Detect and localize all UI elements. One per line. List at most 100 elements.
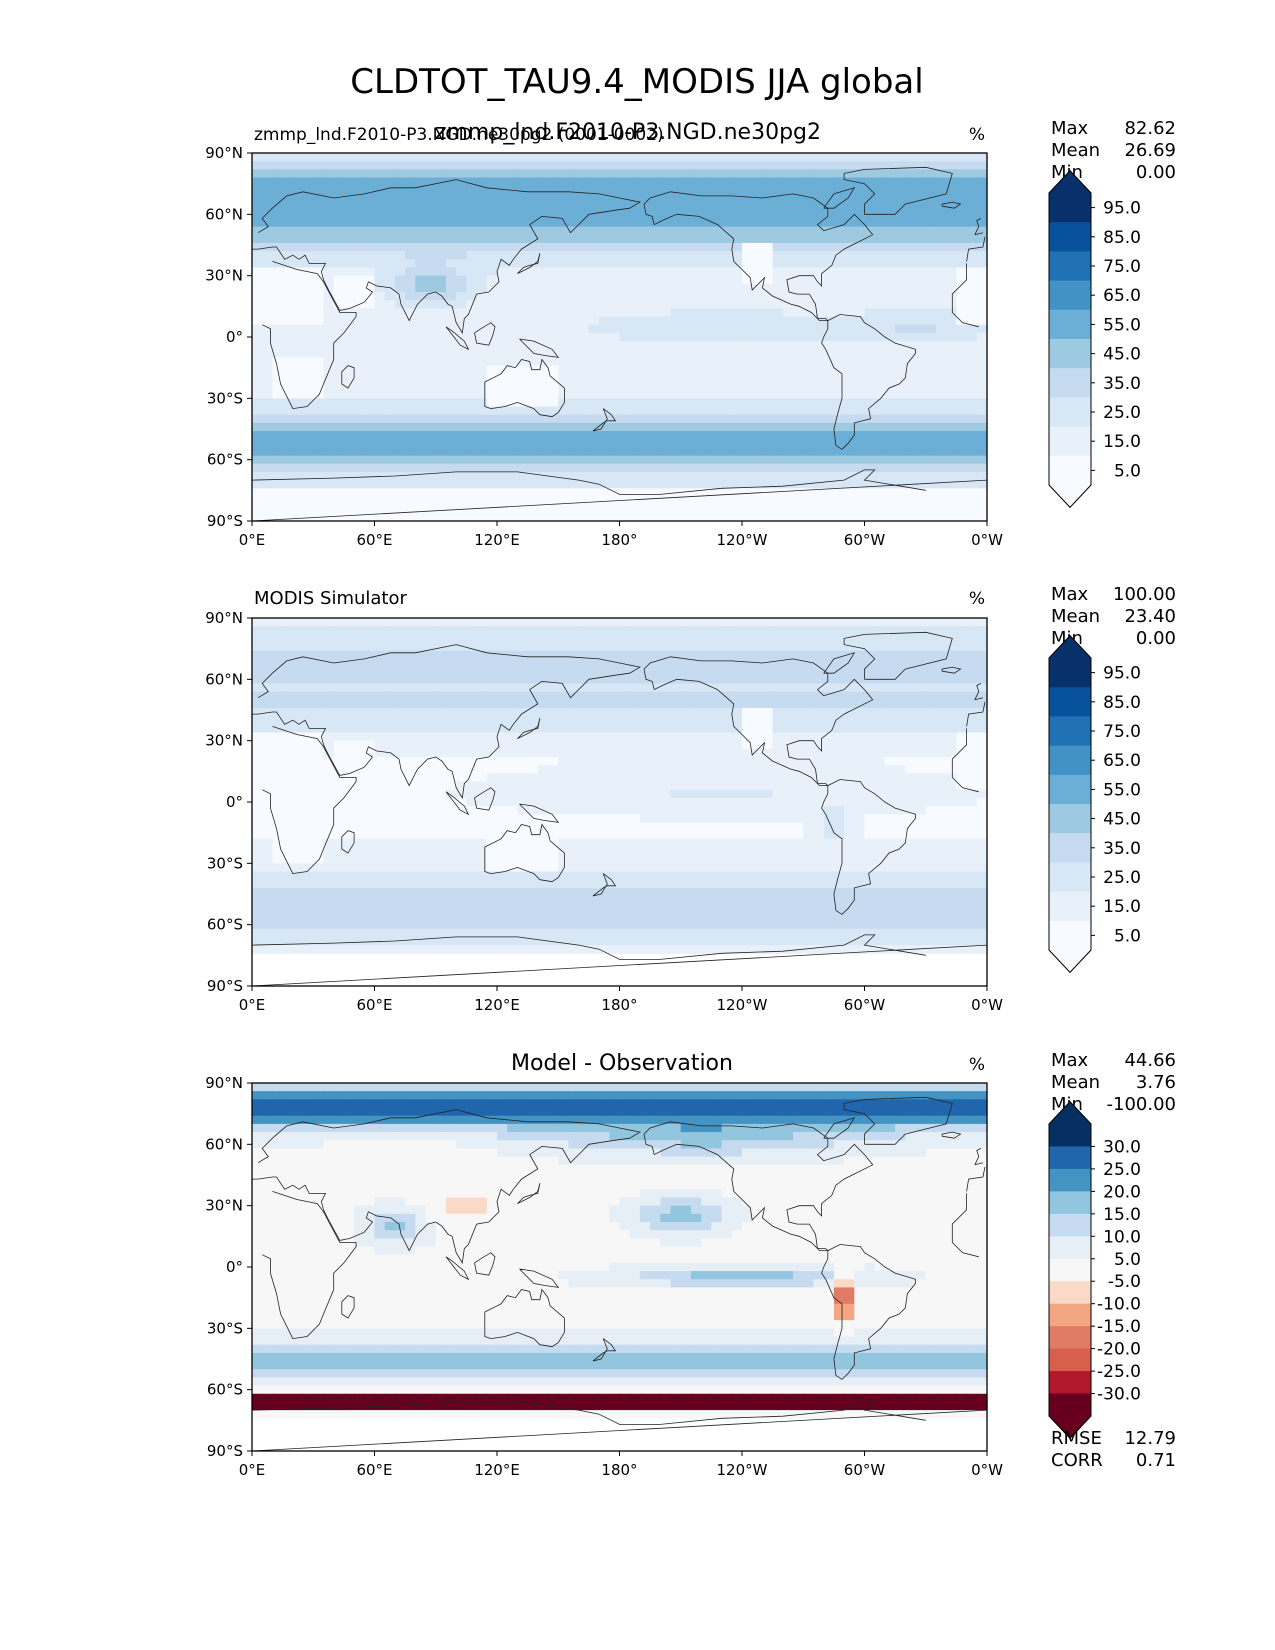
- field-cell: [415, 463, 427, 473]
- field-cell: [384, 177, 396, 187]
- field-cell: [711, 332, 723, 342]
- field-cell: [507, 634, 519, 644]
- field-cell: [292, 153, 304, 162]
- field-cell: [303, 512, 314, 522]
- field-cell: [833, 251, 845, 260]
- field-cell: [905, 716, 917, 725]
- field-cell: [435, 267, 447, 277]
- field-cell: [956, 177, 968, 187]
- field-cell: [405, 626, 416, 635]
- field-cell: [548, 218, 559, 228]
- field-cell: [333, 650, 345, 660]
- field-cell: [619, 169, 631, 179]
- field-cell: [333, 226, 345, 236]
- field-cell: [721, 626, 733, 635]
- field-cell: [864, 773, 876, 783]
- field-cell: [670, 202, 682, 211]
- field-cell: [731, 781, 743, 791]
- field-cell: [476, 357, 488, 367]
- field-cell: [680, 259, 692, 269]
- field-cell: [262, 218, 274, 228]
- field-cell: [252, 480, 263, 489]
- field-cell: [456, 324, 467, 334]
- field-cell: [874, 496, 886, 506]
- field-cell: [762, 431, 774, 440]
- field-cell: [742, 349, 753, 359]
- field-cell: [313, 242, 325, 252]
- field-cell: [435, 161, 447, 170]
- field-cell: [282, 414, 294, 424]
- field-cell: [690, 471, 702, 481]
- field-cell: [639, 732, 651, 742]
- field-cell: [548, 226, 559, 236]
- field-cell: [619, 251, 631, 260]
- field-cell: [343, 781, 355, 791]
- field-cell: [272, 724, 284, 734]
- field-cell: [895, 471, 906, 481]
- field-cell: [956, 634, 968, 644]
- field-cell: [435, 683, 447, 693]
- field-cell: [292, 699, 304, 709]
- field-cell: [527, 765, 539, 774]
- field-cell: [854, 267, 866, 277]
- field-cell: [629, 406, 641, 416]
- field-cell: [629, 471, 641, 481]
- field-cell: [905, 691, 917, 701]
- field-cell: [864, 153, 876, 162]
- field-cell: [864, 707, 876, 717]
- field-cell: [874, 308, 886, 318]
- field-cell: [548, 381, 559, 391]
- field-cell: [537, 153, 549, 162]
- field-cell: [497, 789, 508, 799]
- field-cell: [282, 390, 294, 399]
- field-cell: [517, 439, 529, 448]
- field-cell: [364, 765, 376, 774]
- field-cell: [711, 683, 723, 693]
- field-cell: [742, 292, 753, 301]
- field-cell: [690, 226, 702, 236]
- field-cell: [466, 431, 478, 440]
- field-cell: [915, 193, 927, 203]
- field-cell: [599, 283, 610, 293]
- field-cell: [650, 748, 661, 758]
- field-cell: [650, 781, 661, 791]
- field-cell: [599, 349, 610, 359]
- field-cell: [639, 267, 651, 277]
- field-cell: [588, 691, 600, 701]
- field-cell: [629, 691, 641, 701]
- field-cell: [966, 626, 978, 635]
- field-cell: [343, 202, 355, 211]
- field-cell: [292, 658, 304, 668]
- field-cell: [629, 242, 641, 252]
- field-cell: [874, 480, 886, 489]
- field-cell: [884, 169, 896, 179]
- field-cell: [844, 642, 855, 652]
- field-cell: [333, 365, 345, 375]
- field-cell: [252, 177, 263, 187]
- field-cell: [476, 757, 488, 766]
- field-cell: [548, 431, 559, 440]
- field-cell: [517, 757, 529, 766]
- field-cell: [813, 699, 825, 709]
- field-cell: [415, 691, 427, 701]
- field-cell: [435, 357, 447, 367]
- field-cell: [772, 642, 784, 652]
- field-cell: [384, 193, 396, 203]
- field-cell: [548, 658, 559, 668]
- field-cell: [660, 797, 672, 807]
- field-cell: [262, 210, 274, 220]
- field-cell: [323, 504, 335, 514]
- field-cell: [445, 308, 457, 318]
- field-cell: [701, 716, 712, 725]
- field-cell: [343, 765, 355, 774]
- field-cell: [517, 218, 529, 228]
- field-cell: [925, 365, 937, 375]
- field-cell: [405, 390, 416, 399]
- field-cell: [772, 488, 784, 498]
- field-cell: [537, 797, 549, 807]
- field-cell: [466, 283, 478, 293]
- field-cell: [721, 349, 733, 359]
- field-cell: [588, 642, 600, 652]
- field-cell: [660, 226, 672, 236]
- field-cell: [884, 218, 896, 228]
